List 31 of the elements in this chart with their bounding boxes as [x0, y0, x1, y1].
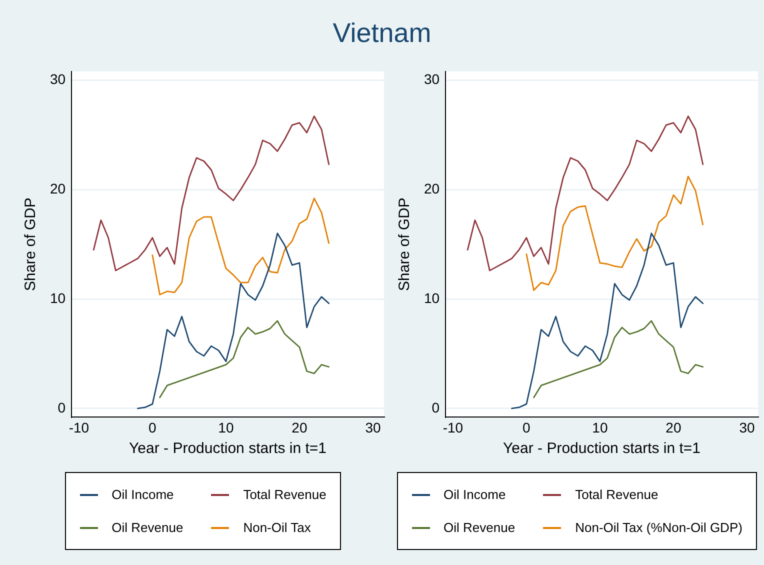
x-tick-label: -10	[442, 419, 464, 436]
y-tick-label: 10	[50, 290, 66, 306]
legend-label: Total Revenue	[575, 487, 658, 502]
x-tick-label: 20	[666, 419, 682, 436]
legend-label: Oil Income	[112, 487, 174, 502]
chart-title: Vietnam	[332, 18, 432, 49]
y-tick-label: 20	[424, 180, 440, 196]
x-tick-label: 0	[148, 419, 157, 436]
x-tick-label: 30	[365, 419, 381, 436]
y-axis-title: Share of GDP	[396, 198, 414, 291]
x-tick-label: -10	[68, 419, 90, 436]
legend-label: Oil Income	[444, 487, 506, 502]
x-axis-title: Year - Production starts in t=1	[503, 440, 701, 458]
y-axis-title: Share of GDP	[22, 198, 40, 291]
y-tick-label: 0	[58, 399, 66, 416]
y-tick-label: 20	[50, 180, 66, 196]
x-tick-label: 10	[592, 419, 608, 436]
legend-label: Oil Revenue	[444, 520, 516, 535]
x-tick-label: 0	[522, 419, 531, 436]
legend-label: Non-Oil Tax	[243, 520, 311, 535]
x-tick-label: 10	[218, 419, 234, 436]
legend-label: Total Revenue	[243, 487, 326, 502]
y-tick-label: 0	[432, 399, 440, 416]
y-tick-label: 30	[50, 71, 66, 88]
x-tick-label: 20	[292, 419, 308, 436]
x-axis-title: Year - Production starts in t=1	[129, 440, 327, 458]
y-tick-label: 10	[424, 290, 440, 306]
legend-label: Oil Revenue	[112, 520, 184, 535]
legend-label: Non-Oil Tax (%Non-Oil GDP)	[575, 520, 742, 535]
y-tick-label: 30	[424, 71, 440, 88]
x-tick-label: 30	[739, 419, 755, 436]
